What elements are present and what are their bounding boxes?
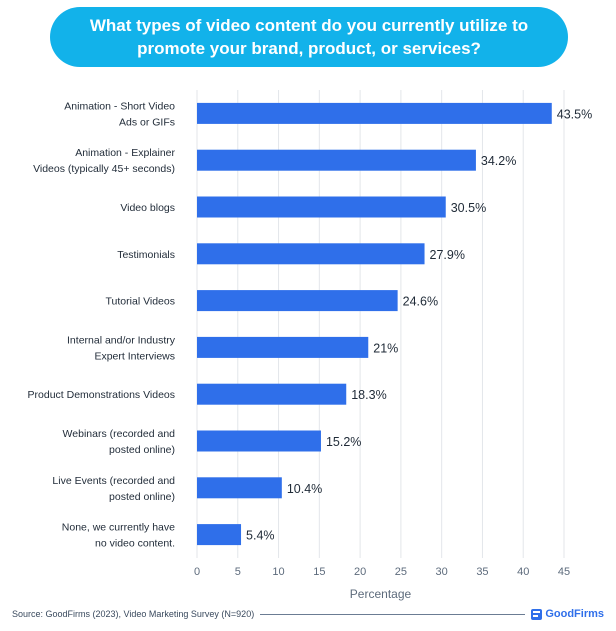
category-label: None, we currently have no video content. <box>62 522 175 550</box>
x-tick-label: 15 <box>313 566 325 578</box>
bar <box>197 290 398 312</box>
value-label: 21% <box>373 341 398 355</box>
title-banner: What types of video content do you curre… <box>50 7 568 67</box>
category-label: Webinars (recorded and posted online) <box>63 428 176 456</box>
x-tick-label: 10 <box>272 566 284 578</box>
x-tick-label: 40 <box>517 566 529 578</box>
brand-logo: GoodFirms <box>531 608 604 620</box>
category-label: Tutorial Videos <box>106 296 175 308</box>
category-label: Video blogs <box>120 202 175 214</box>
value-label: 15.2% <box>326 435 361 449</box>
category-label: Testimonials <box>117 249 175 261</box>
value-label: 5.4% <box>246 529 274 543</box>
footer: Source: GoodFirms (2023), Video Marketin… <box>12 606 604 622</box>
x-tick-label: 35 <box>476 566 488 578</box>
bar <box>197 243 425 265</box>
value-label: 27.9% <box>430 248 465 262</box>
x-tick-label: 0 <box>194 566 200 578</box>
bar <box>197 430 321 452</box>
category-label: Animation - Explainer Videos (typically 4… <box>33 147 175 175</box>
x-axis-label: Percentage <box>350 587 412 601</box>
footer-rule <box>260 613 526 615</box>
bar-chart: 0 5 10 15 20 25 30 35 40 45 Percentage Animation - … <box>28 90 592 601</box>
value-label: 30.5% <box>451 201 486 215</box>
x-tick-label: 25 <box>395 566 407 578</box>
value-label: 34.2% <box>481 154 516 168</box>
category-label: Product Demonstrations Videos <box>28 389 175 401</box>
value-label: 24.6% <box>403 295 438 309</box>
bar <box>197 102 552 124</box>
value-label: 43.5% <box>557 107 592 121</box>
bar <box>197 524 242 546</box>
value-label: 10.4% <box>287 482 322 496</box>
bar <box>197 477 282 499</box>
category-label: Animation - Short Video Ads or GIFs <box>64 100 175 128</box>
source-note: Source: GoodFirms (2023), Video Marketin… <box>12 609 255 619</box>
chart-title: What types of video content do you curre… <box>89 16 529 58</box>
x-tick-label: 30 <box>436 566 448 578</box>
bar <box>197 336 369 358</box>
value-label: 18.3% <box>351 388 386 402</box>
category-label: Internal and/or Industry Expert Interview… <box>67 334 176 362</box>
x-tick-label: 45 <box>558 566 570 578</box>
brand-name: GoodFirms <box>545 608 604 620</box>
bar <box>197 383 347 405</box>
bar <box>197 149 476 171</box>
category-label: Live Events (recorded and posted online) <box>52 475 175 503</box>
x-tick-label: 5 <box>235 566 241 578</box>
bar <box>197 196 446 218</box>
x-tick-label: 20 <box>354 566 366 578</box>
goodfirms-icon <box>531 608 543 620</box>
